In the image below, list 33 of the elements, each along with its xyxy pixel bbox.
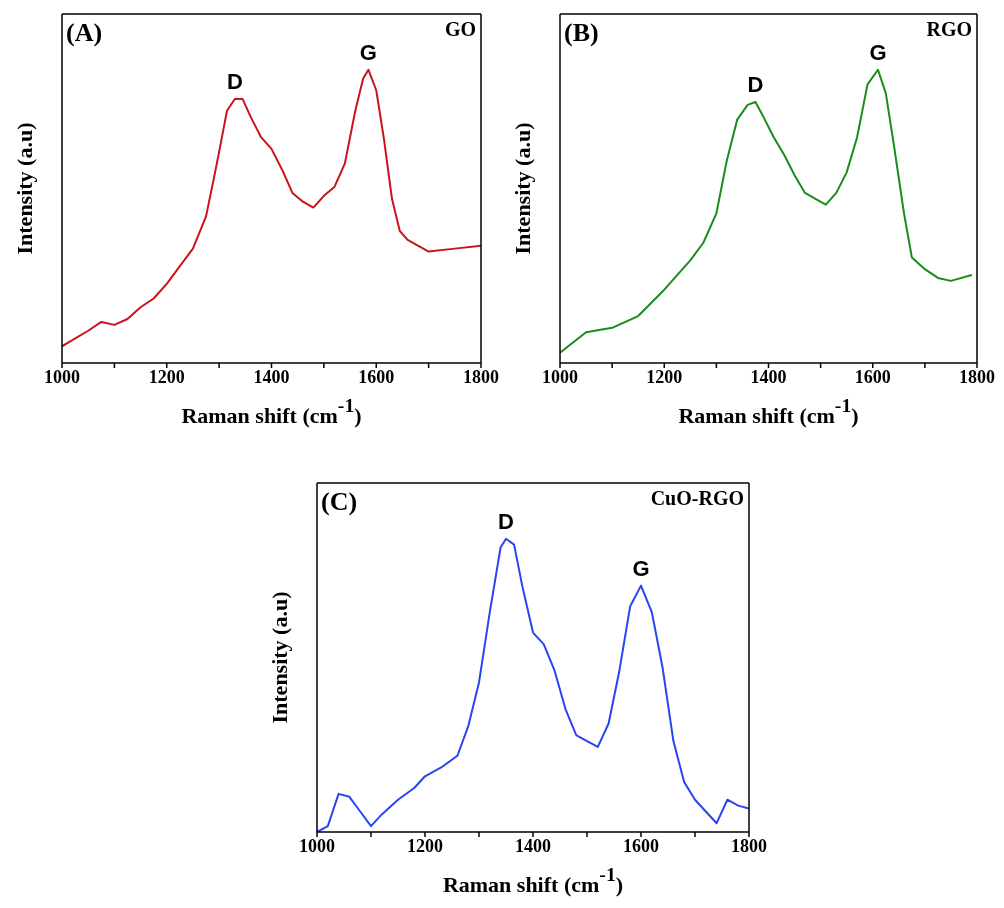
x-tick-label: 1200: [407, 835, 443, 856]
x-tick-label: 1800: [463, 366, 499, 387]
text: (C): [321, 487, 358, 517]
x-tick-label: 1000: [299, 835, 335, 856]
text: (A): [66, 18, 103, 48]
annotation: G: [359, 39, 377, 65]
x-tick-label: 1200: [148, 366, 185, 387]
y-axis-title: Intensity (a.u): [510, 122, 535, 255]
x-tick-label: 1400: [253, 366, 290, 387]
text: (B): [564, 18, 599, 48]
x-tick-label: 1200: [646, 366, 683, 387]
x-tick-label: 1000: [542, 366, 578, 387]
x-tick-label: 1400: [750, 366, 787, 387]
x-axis-title: Raman shift (cm$^{-1}$): [678, 394, 859, 428]
annotation: D: [498, 508, 514, 534]
x-tick-label: 1600: [854, 366, 891, 387]
annotation: G: [869, 39, 887, 65]
x-tick-label: 1600: [623, 835, 659, 856]
annotation: D: [226, 69, 243, 95]
text: CuO-RGO: [650, 487, 744, 510]
y-axis-title: Intensity (a.u): [267, 591, 292, 724]
x-tick-label: 1800: [959, 366, 995, 387]
x-tick-label: 1800: [731, 835, 767, 856]
y-axis-title: Intensity (a.u): [12, 122, 37, 255]
x-axis-title: Raman shift (cm$^{-1}$): [181, 394, 362, 428]
x-tick-label: 1000: [44, 366, 80, 387]
annotation: G: [632, 555, 650, 581]
annotation: D: [747, 71, 764, 97]
text: RGO: [926, 18, 972, 41]
x-tick-label: 1400: [515, 835, 551, 856]
x-axis-title: Raman shift (cm$^{-1}$): [442, 863, 624, 897]
x-tick-label: 1600: [358, 366, 395, 387]
text: GO: [444, 18, 476, 41]
